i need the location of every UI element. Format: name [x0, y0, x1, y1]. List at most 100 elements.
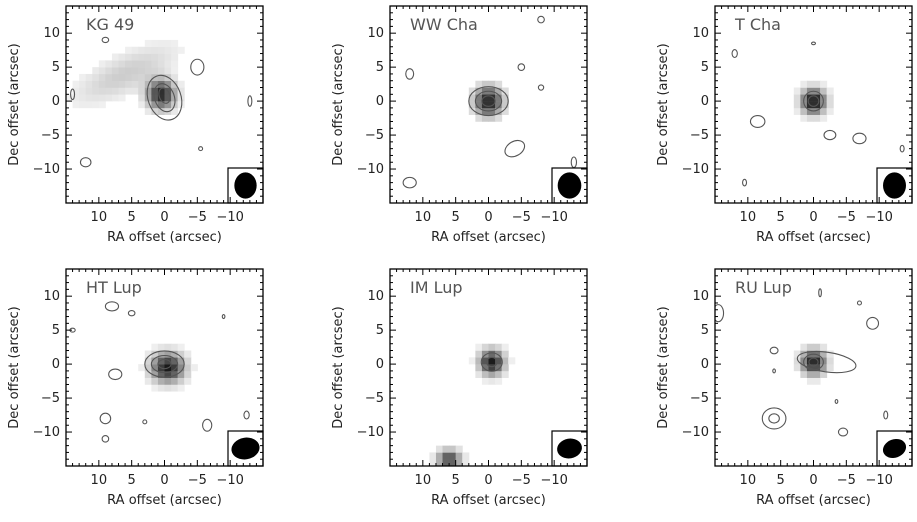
contour — [99, 412, 112, 425]
contour — [715, 304, 725, 323]
x-tick-label: 10 — [415, 210, 432, 225]
emission-pixel — [429, 452, 437, 460]
emission-pixel — [164, 370, 172, 378]
emission-pixel — [826, 101, 834, 109]
emission-pixel — [793, 107, 801, 115]
contour — [823, 129, 837, 141]
x-tick-label: 5 — [128, 210, 136, 225]
emission-pixel — [111, 53, 120, 61]
emission-pixel — [793, 350, 801, 358]
y-axis-title: Dec offset (arcsec) — [331, 306, 346, 428]
panel-title: KG 49 — [86, 15, 134, 34]
emission-pixel — [111, 94, 120, 102]
emission-pixel — [429, 459, 437, 466]
map-panel-5: 10 5 0 −5 −10 10 5 0 −5 −10 RA offset (arcsec) Dec … — [331, 268, 588, 508]
emission-pixel — [164, 39, 172, 48]
contour — [247, 95, 253, 107]
contour — [243, 410, 250, 420]
emission-pixel — [813, 364, 821, 372]
emission-pixel — [92, 80, 100, 88]
emission-pixel — [481, 370, 489, 378]
emission-pixel — [131, 46, 139, 54]
emission-pixel — [144, 370, 152, 378]
emission-pixel — [157, 377, 165, 385]
emission-pixel — [481, 377, 489, 385]
emission-pixel — [449, 452, 457, 460]
emission-pixel — [826, 357, 834, 365]
contour — [157, 358, 172, 370]
y-tick-label: −5 — [41, 391, 60, 406]
emission-pixel — [164, 60, 172, 68]
emission-pixel — [92, 101, 100, 109]
emission-pixel — [171, 364, 179, 372]
emission-pixel — [184, 357, 192, 365]
panel-title: T Cha — [734, 15, 781, 34]
emission-pixel — [495, 94, 503, 102]
emission-pixel — [118, 60, 126, 68]
y-tick-label: 5 — [52, 323, 60, 338]
emission-pixel — [184, 350, 192, 358]
map-area — [66, 36, 253, 168]
emission-pixel — [481, 343, 489, 351]
emission-pixel — [462, 459, 470, 466]
emission-pixel — [793, 357, 801, 365]
emission-pixel — [144, 73, 152, 81]
emission-pixel — [177, 384, 185, 392]
x-axis-title: RA offset (arcsec) — [756, 230, 871, 245]
emission-pixel — [508, 357, 516, 365]
x-tick-label: 10 — [91, 473, 108, 488]
contour — [769, 346, 779, 355]
emission-pixel — [481, 80, 489, 88]
contour — [485, 356, 498, 368]
x-tick-label: 5 — [777, 210, 785, 225]
emission-pixel — [144, 67, 152, 75]
emission-pixel — [98, 94, 106, 102]
emission-pixel — [138, 53, 146, 61]
emission-pixel — [495, 357, 503, 365]
emission-pixel — [171, 87, 179, 95]
emission-pixel — [125, 53, 133, 61]
x-tick-label: 5 — [128, 473, 136, 488]
y-tick-label: 0 — [52, 357, 60, 372]
emission-pixel — [806, 114, 814, 122]
emission-pixel — [157, 53, 165, 61]
map-panel-6: 10 5 0 −5 −10 10 5 0 −5 −10 RA offset (arcsec) Dec … — [656, 268, 913, 508]
emission-pixel — [111, 80, 120, 88]
emission-pixel — [501, 343, 509, 351]
map-area — [402, 15, 578, 189]
emission-pixel — [495, 87, 503, 95]
contour — [837, 427, 849, 437]
x-tick-label: −10 — [216, 210, 243, 225]
emission-pixel — [442, 452, 450, 460]
y-tick-label: 0 — [701, 94, 709, 109]
emission-pixel — [813, 377, 821, 385]
emission-pixel — [820, 101, 828, 109]
contour — [190, 58, 205, 76]
contour — [834, 398, 839, 404]
emission-pixel — [92, 87, 100, 95]
emission-pixel — [475, 364, 483, 372]
emission-pixel — [111, 60, 120, 68]
x-axis-title: RA offset (arcsec) — [431, 493, 546, 508]
emission-pixel — [813, 114, 821, 122]
emission-pixel — [793, 87, 801, 95]
emission-pixel — [118, 80, 126, 88]
emission-pixel — [157, 101, 165, 109]
emission-pixel — [501, 364, 509, 372]
contour — [807, 95, 820, 107]
emission-pixel — [806, 80, 814, 88]
emission-pixel — [475, 101, 483, 109]
emission-pixel — [800, 370, 808, 378]
emission-pixel — [806, 357, 814, 365]
emission-pixel — [171, 53, 179, 61]
emission-pixel — [131, 60, 139, 68]
emission-pixel — [468, 357, 476, 365]
emission-pixel — [481, 94, 489, 102]
y-tick-label: −5 — [365, 391, 384, 406]
contour — [108, 368, 123, 381]
emission-pixel — [177, 343, 185, 351]
y-tick-label: 5 — [376, 323, 384, 338]
emission-pixel — [501, 101, 509, 109]
emission-pixel — [144, 107, 152, 115]
emission-pixel — [164, 343, 172, 351]
